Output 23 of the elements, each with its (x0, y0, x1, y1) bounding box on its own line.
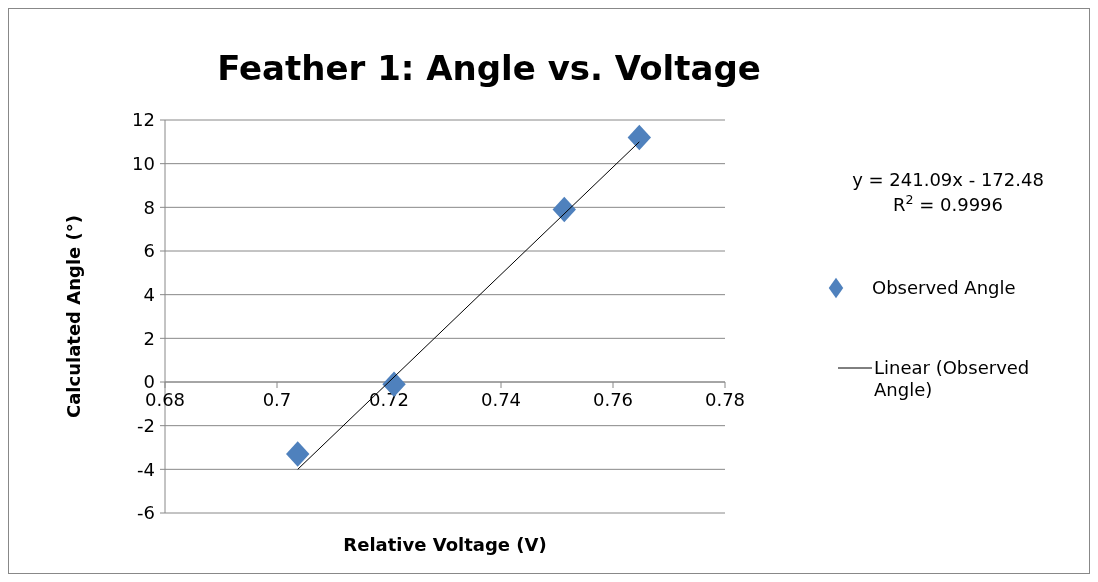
x-axis-title: Relative Voltage (V) (343, 534, 547, 555)
y-tick-label: 10 (132, 152, 155, 174)
x-tick-label: 0.76 (592, 389, 634, 410)
point (552, 196, 576, 223)
point (286, 441, 310, 467)
y-tick-label: -6 (137, 502, 155, 524)
chart-title: Feather 1: Angle vs. Voltage (217, 48, 761, 88)
y-tick-label: 2 (143, 327, 155, 349)
y-tick-label: -2 (137, 414, 155, 436)
point (627, 124, 652, 151)
y-tick-label: -4 (137, 458, 155, 480)
y-tick-label: 12 (132, 109, 155, 131)
x-tick-label: 0.74 (480, 389, 522, 410)
y-tick-label: 4 (143, 283, 155, 305)
x-tick-label: 0.78 (704, 389, 746, 410)
x-tick-label: 0.7 (262, 389, 292, 410)
text: R$^{2}$ = 0.9996 (892, 191, 1004, 215)
y-axis-title: Calculated Angle (°) (63, 214, 84, 419)
legend-label: Observed Angle (872, 277, 1016, 299)
y-tick-label: 8 (143, 196, 155, 218)
legend-label: Linear (Observed Angle) (874, 357, 1030, 400)
text: y = 241.09x - 172.48 (852, 169, 1044, 190)
y-tick-label: 6 (143, 240, 155, 262)
